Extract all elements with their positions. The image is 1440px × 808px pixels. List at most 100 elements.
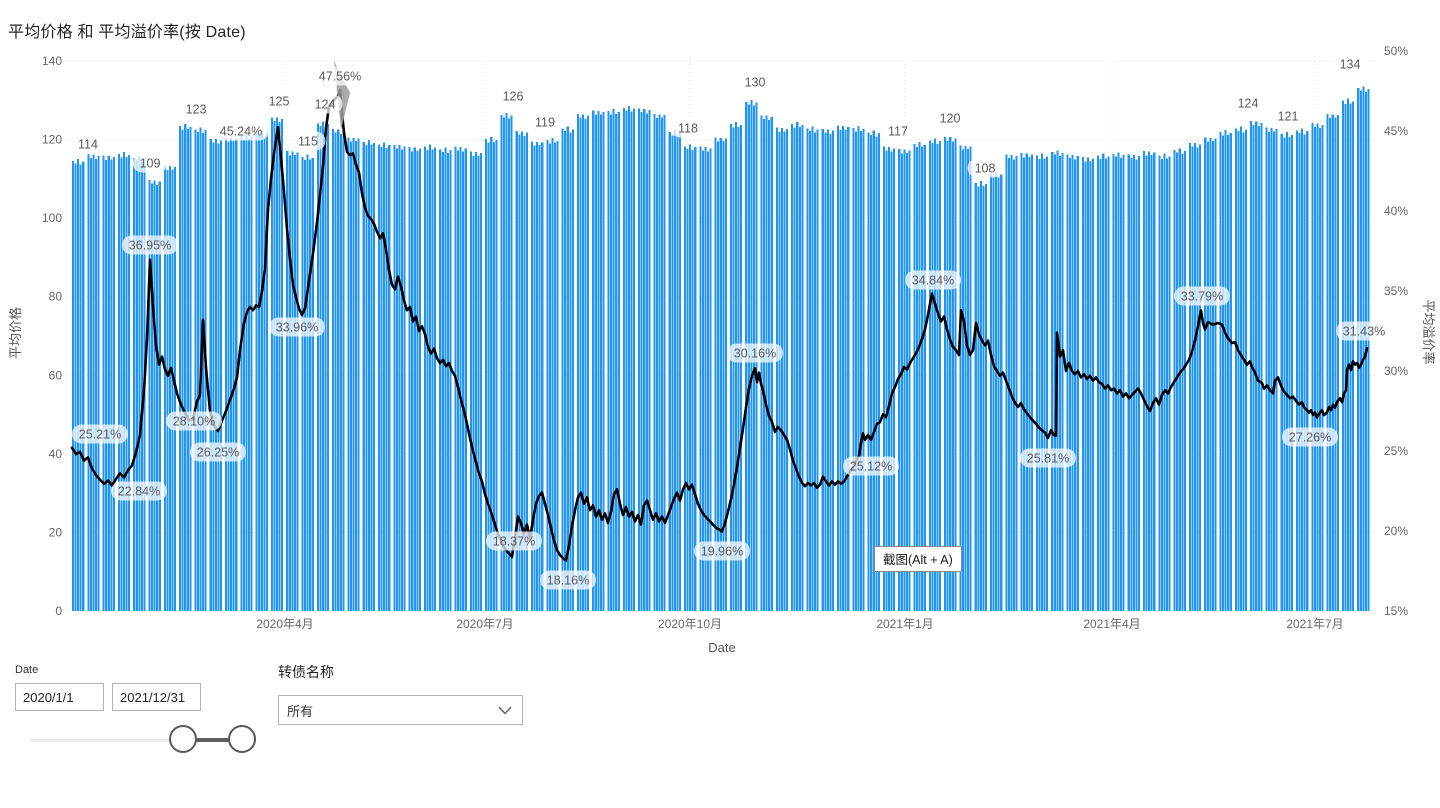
price-bar[interactable]	[1012, 159, 1016, 611]
price-bar[interactable]	[214, 139, 217, 611]
price-bar[interactable]	[729, 124, 732, 612]
price-bar[interactable]	[1028, 156, 1031, 611]
price-bar[interactable]	[1280, 133, 1283, 611]
price-bar[interactable]	[699, 146, 702, 612]
price-bar[interactable]	[1260, 122, 1263, 612]
price-bar[interactable]	[1206, 141, 1209, 611]
price-bar[interactable]	[936, 144, 939, 611]
price-bar[interactable]	[321, 121, 324, 612]
price-bar[interactable]	[153, 180, 156, 611]
price-bar[interactable]	[107, 155, 110, 612]
price-bar[interactable]	[617, 112, 620, 611]
price-bar[interactable]	[219, 140, 222, 612]
price-bar[interactable]	[184, 124, 187, 611]
price-bar[interactable]	[151, 183, 154, 612]
price-bar[interactable]	[347, 137, 350, 611]
price-bar[interactable]	[594, 114, 597, 611]
price-bar[interactable]	[671, 135, 674, 611]
price-bar[interactable]	[959, 145, 962, 611]
price-bar[interactable]	[1306, 131, 1309, 612]
price-bar[interactable]	[225, 137, 228, 611]
price-bar[interactable]	[992, 176, 995, 611]
price-bar[interactable]	[719, 137, 722, 612]
price-bar[interactable]	[673, 129, 676, 611]
price-bar[interactable]	[1283, 137, 1286, 611]
price-bar[interactable]	[951, 141, 954, 612]
price-bar[interactable]	[916, 147, 919, 611]
price-bar[interactable]	[831, 130, 834, 611]
price-bar[interactable]	[1165, 158, 1169, 611]
price-bar[interactable]	[678, 133, 681, 611]
price-bar[interactable]	[1143, 151, 1146, 611]
price-bar[interactable]	[1153, 152, 1156, 611]
price-bar[interactable]	[181, 129, 184, 611]
price-bar[interactable]	[905, 153, 908, 611]
price-bar[interactable]	[1176, 152, 1179, 611]
price-bar[interactable]	[1347, 98, 1350, 612]
price-bar[interactable]	[872, 130, 875, 611]
price-bar[interactable]	[732, 127, 735, 612]
price-bar[interactable]	[949, 137, 952, 612]
price-bar[interactable]	[638, 108, 641, 611]
price-bar[interactable]	[954, 138, 957, 611]
price-bar[interactable]	[291, 151, 294, 612]
price-bar[interactable]	[630, 111, 633, 611]
price-bar[interactable]	[367, 139, 370, 612]
price-bar[interactable]	[1160, 158, 1163, 612]
price-bar[interactable]	[77, 158, 80, 611]
price-bar[interactable]	[610, 114, 613, 611]
price-bar[interactable]	[378, 144, 381, 612]
price-bar[interactable]	[520, 131, 523, 611]
price-bar[interactable]	[1035, 155, 1038, 611]
price-bar[interactable]	[584, 118, 587, 611]
price-bar[interactable]	[324, 127, 327, 611]
price-bar[interactable]	[1196, 147, 1199, 612]
price-bar[interactable]	[571, 129, 574, 611]
price-bar[interactable]	[791, 124, 794, 612]
price-bar[interactable]	[431, 149, 434, 611]
price-bar[interactable]	[1194, 143, 1197, 611]
price-bar[interactable]	[128, 155, 131, 611]
price-bar[interactable]	[148, 180, 151, 611]
price-bar[interactable]	[1326, 113, 1329, 611]
price-bar[interactable]	[492, 141, 495, 611]
price-bar[interactable]	[293, 154, 296, 612]
price-bar[interactable]	[120, 157, 123, 611]
price-bar[interactable]	[459, 147, 462, 611]
price-bar[interactable]	[964, 145, 967, 611]
price-bar[interactable]	[921, 146, 924, 611]
price-bar[interactable]	[933, 138, 936, 611]
price-bar[interactable]	[446, 153, 449, 611]
price-bar[interactable]	[158, 181, 161, 612]
price-bar[interactable]	[400, 149, 404, 611]
price-bar[interactable]	[474, 152, 477, 611]
price-bar[interactable]	[1076, 156, 1079, 611]
price-bar[interactable]	[944, 136, 947, 612]
price-bar[interactable]	[801, 125, 804, 612]
price-bar[interactable]	[615, 114, 618, 611]
price-bar[interactable]	[179, 126, 182, 612]
price-bar[interactable]	[793, 127, 796, 612]
price-bar[interactable]	[582, 114, 585, 611]
price-bar[interactable]	[1112, 154, 1115, 612]
price-bar[interactable]	[1000, 174, 1003, 611]
price-bar[interactable]	[890, 151, 893, 612]
price-bar[interactable]	[1209, 137, 1212, 612]
price-bar[interactable]	[429, 144, 432, 612]
price-bar[interactable]	[1058, 155, 1061, 611]
price-bar[interactable]	[1043, 158, 1046, 611]
price-bar[interactable]	[393, 144, 396, 611]
price-bar[interactable]	[508, 118, 511, 612]
price-bar[interactable]	[276, 117, 279, 611]
price-bar[interactable]	[1137, 156, 1140, 611]
price-bar[interactable]	[1242, 132, 1245, 611]
price-bar[interactable]	[306, 154, 309, 611]
price-bar[interactable]	[1168, 156, 1171, 611]
price-bar[interactable]	[706, 151, 710, 612]
price-bar[interactable]	[1074, 159, 1077, 611]
price-bar[interactable]	[908, 150, 911, 612]
price-bar[interactable]	[839, 129, 842, 611]
price-bar[interactable]	[829, 133, 832, 612]
price-bar[interactable]	[273, 120, 276, 612]
price-bar[interactable]	[72, 160, 75, 612]
